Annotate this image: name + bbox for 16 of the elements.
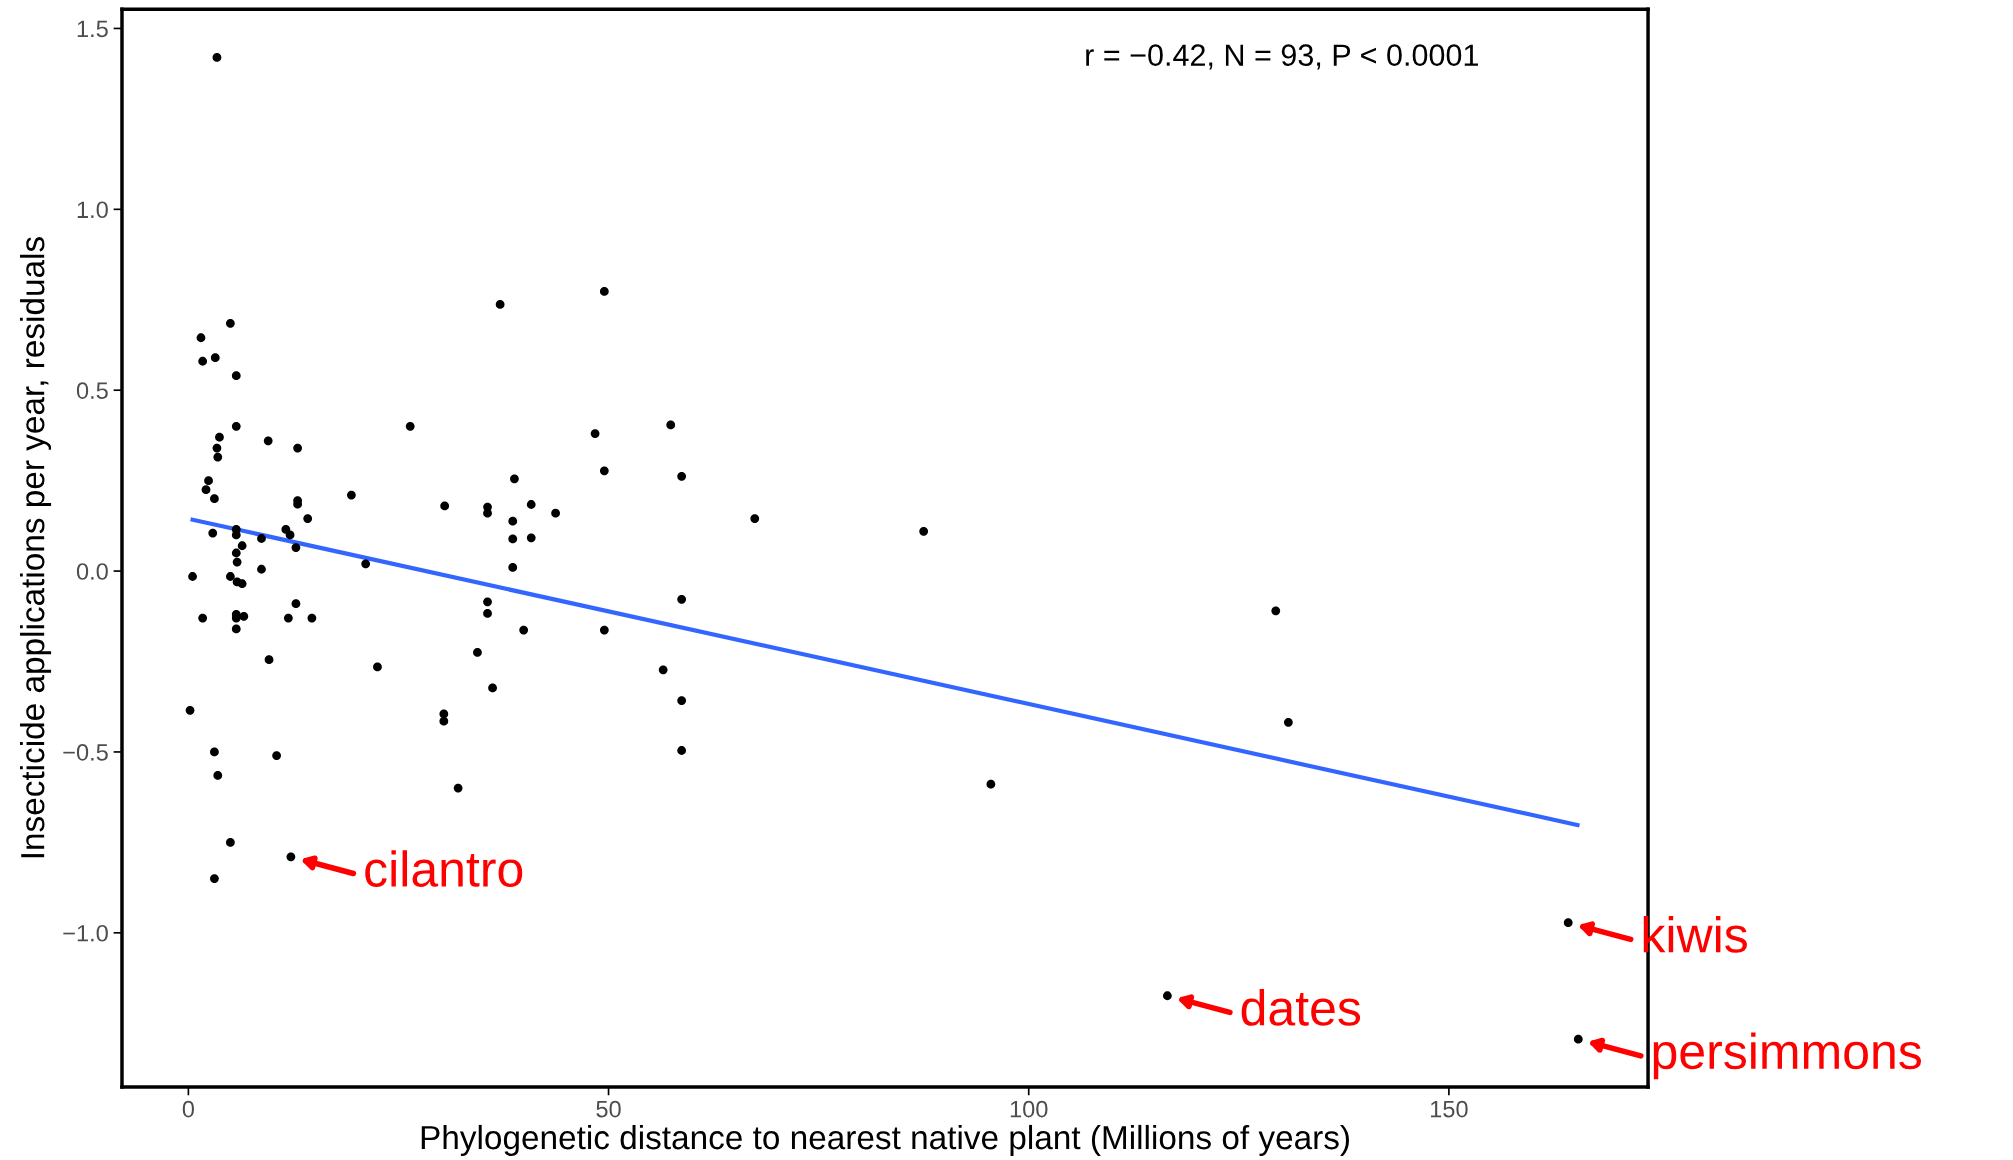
annotation: dates — [1241, 989, 1361, 1026]
annotation: persimmons — [1653, 1032, 1921, 1080]
y-tick-label: 0.0 — [76, 563, 108, 580]
annotation: cilantro — [365, 850, 523, 887]
y-tick-label: −1.0 — [63, 924, 108, 942]
x-tick-label: 150 — [1430, 1100, 1468, 1118]
x-tick-label: 100 — [1010, 1100, 1048, 1118]
y-tick-label: 1.0 — [77, 201, 108, 219]
x-axis-title: Phylogenetic distance to nearest native plant (Millions of years) — [421, 1124, 1349, 1156]
x-tick-label: 0 — [182, 1100, 195, 1118]
x-tick-label: 50 — [596, 1100, 621, 1118]
y-tick-label: 0.5 — [76, 382, 108, 399]
y-tick-label: −0.5 — [63, 744, 108, 761]
y-tick-label: 1.5 — [77, 20, 108, 38]
y-axis-title: Insecticide applications per year, residuals — [20, 237, 52, 858]
annotation: r = −0.42, N = 93, P < 0.0001 — [1086, 44, 1478, 70]
